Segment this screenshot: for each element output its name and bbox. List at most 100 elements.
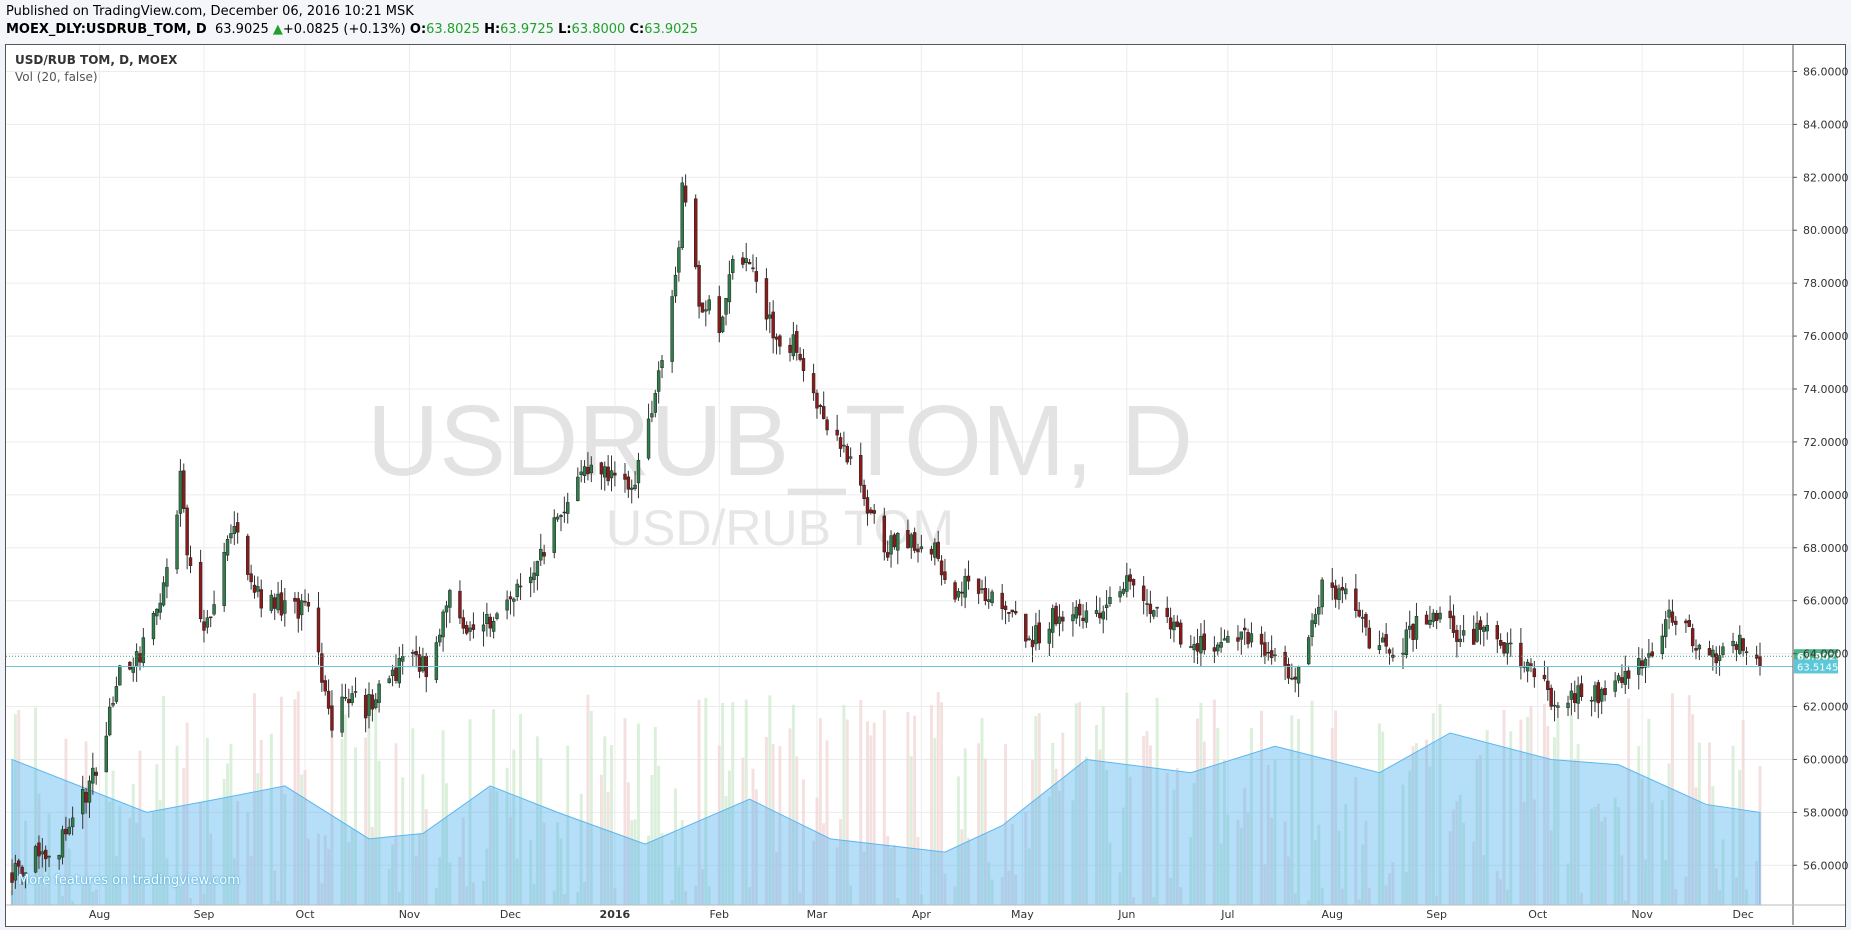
- candle-body: [700, 302, 705, 313]
- candle-body: [370, 694, 375, 710]
- candle-body: [1128, 574, 1132, 582]
- volume-bar: [1644, 859, 1647, 905]
- volume-bar: [118, 805, 122, 905]
- candle-body: [178, 470, 183, 514]
- volume-bar: [128, 818, 132, 905]
- volume-bar: [684, 891, 688, 905]
- volume-bar: [1004, 744, 1008, 905]
- volume-bar: [1320, 887, 1324, 905]
- volume-bar: [589, 710, 593, 905]
- candle-body: [363, 694, 368, 719]
- candle-body: [1714, 653, 1718, 664]
- volume-bar: [916, 836, 920, 905]
- candle-body: [673, 274, 678, 297]
- candle-body: [1226, 636, 1230, 643]
- volume-bar: [1580, 892, 1583, 905]
- candle-body: [1263, 642, 1267, 656]
- candle-body: [182, 470, 186, 509]
- volume-bar: [229, 743, 233, 905]
- x-tick-label: Sep: [1426, 908, 1447, 921]
- candle-body: [882, 515, 887, 553]
- volume-bar: [434, 888, 438, 905]
- volume-bar: [199, 802, 203, 905]
- volume-bar: [741, 757, 745, 905]
- volume-bar: [987, 862, 991, 905]
- candle-body: [623, 473, 627, 480]
- volume-bar: [1627, 698, 1631, 905]
- candlesticks: [10, 174, 1762, 896]
- candle-body: [141, 637, 146, 664]
- volume-bar: [721, 702, 725, 905]
- low-label: L:: [558, 22, 572, 37]
- candle-body: [1125, 575, 1129, 592]
- volume-bar: [1529, 706, 1533, 905]
- volume-bar: [1731, 745, 1735, 905]
- volume-bar: [1283, 821, 1287, 905]
- candle-body: [1286, 664, 1291, 679]
- chart-frame[interactable]: [5, 44, 1846, 927]
- volume-bar: [57, 879, 61, 905]
- volume-bar: [468, 719, 472, 905]
- candle-body: [1071, 614, 1075, 622]
- volume-bar: [1169, 877, 1173, 905]
- candle-body: [1414, 616, 1419, 640]
- candle-body: [542, 552, 546, 557]
- candle-body: [232, 526, 236, 534]
- volume-bar: [930, 705, 933, 905]
- volume-bar: [411, 728, 415, 905]
- x-tick-label: Nov: [399, 908, 421, 921]
- candle-body: [599, 462, 604, 475]
- candle-body: [936, 541, 940, 559]
- price-change: +0.0825 (+0.13%): [282, 22, 406, 37]
- candle-body: [397, 658, 402, 684]
- candle-body: [694, 198, 698, 268]
- candle-body: [1094, 610, 1099, 614]
- watermark-description: USD/RUB TOM: [606, 500, 954, 556]
- volume-bar: [1249, 727, 1253, 905]
- candle-body: [1573, 693, 1577, 704]
- candle-body: [1721, 646, 1725, 655]
- volume-bar: [1290, 715, 1294, 905]
- candle-body: [727, 274, 732, 303]
- volume-bar: [108, 801, 112, 905]
- volume-bar: [1354, 777, 1358, 905]
- volume-bar: [953, 886, 957, 905]
- volume-bar: [707, 886, 711, 905]
- candle-body: [1306, 637, 1311, 665]
- volume-bar: [1556, 718, 1560, 905]
- volume-bar: [802, 779, 805, 905]
- volume-bar: [744, 699, 748, 905]
- candle-body: [939, 560, 944, 576]
- volume-bar: [1553, 737, 1557, 905]
- volume-bar: [1684, 876, 1688, 905]
- volume-bar: [1458, 794, 1462, 905]
- candle-body: [64, 828, 68, 835]
- volume-bar: [1128, 776, 1132, 905]
- candle-body: [562, 511, 567, 514]
- promo-link[interactable]: More features on tradingview.com: [18, 873, 240, 888]
- candle-body: [660, 360, 664, 368]
- volume-bar: [1388, 873, 1391, 905]
- volume-bar: [40, 857, 44, 905]
- candle-body: [20, 866, 24, 877]
- volume-bar: [1031, 760, 1034, 905]
- volume-bar: [680, 820, 684, 905]
- candle-body: [43, 849, 48, 860]
- volume-bar: [1172, 789, 1176, 905]
- high-value: 63.9725: [500, 22, 554, 37]
- candle-body: [717, 296, 721, 334]
- volume-bar: [825, 740, 829, 905]
- candle-body: [1216, 644, 1220, 652]
- volume-bar: [519, 713, 523, 905]
- volume-bar: [556, 822, 560, 905]
- candle-body: [896, 533, 900, 551]
- candle-body: [1569, 690, 1574, 700]
- candle-body: [1690, 628, 1695, 647]
- volume-bar: [1415, 743, 1418, 905]
- candle-body: [1663, 619, 1668, 637]
- candle-body: [330, 705, 334, 731]
- candle-body: [1165, 607, 1169, 617]
- volume-bar: [535, 736, 539, 905]
- candle-body: [151, 613, 156, 640]
